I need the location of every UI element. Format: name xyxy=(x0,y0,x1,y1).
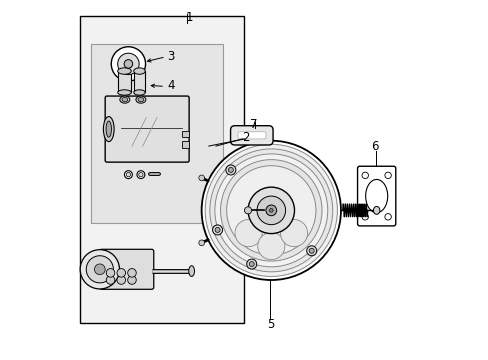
Ellipse shape xyxy=(120,96,130,103)
Circle shape xyxy=(214,154,327,267)
Circle shape xyxy=(117,276,125,284)
Text: 7: 7 xyxy=(249,118,257,131)
Circle shape xyxy=(257,233,285,260)
Ellipse shape xyxy=(136,96,145,103)
Circle shape xyxy=(212,225,222,235)
Text: 2: 2 xyxy=(242,131,249,144)
Circle shape xyxy=(117,269,125,277)
Text: 1: 1 xyxy=(185,11,192,24)
Text: 3: 3 xyxy=(167,50,175,63)
Circle shape xyxy=(361,172,367,179)
FancyBboxPatch shape xyxy=(99,249,153,289)
Circle shape xyxy=(111,47,145,81)
Circle shape xyxy=(257,196,285,225)
Ellipse shape xyxy=(118,90,131,95)
Ellipse shape xyxy=(134,90,145,95)
Circle shape xyxy=(220,159,322,261)
Circle shape xyxy=(205,144,337,276)
Circle shape xyxy=(199,175,204,181)
Circle shape xyxy=(308,248,314,253)
Ellipse shape xyxy=(138,98,143,102)
Circle shape xyxy=(106,269,115,277)
Circle shape xyxy=(225,165,235,175)
Circle shape xyxy=(86,256,113,283)
Circle shape xyxy=(201,141,340,280)
Circle shape xyxy=(80,249,119,289)
Ellipse shape xyxy=(134,68,145,74)
Circle shape xyxy=(244,207,251,214)
Ellipse shape xyxy=(373,206,379,214)
Text: 4: 4 xyxy=(167,79,175,92)
Circle shape xyxy=(209,149,332,272)
Ellipse shape xyxy=(122,98,127,102)
Circle shape xyxy=(106,276,115,284)
Circle shape xyxy=(269,208,272,212)
Circle shape xyxy=(384,172,390,179)
Circle shape xyxy=(94,264,105,275)
Bar xyxy=(182,141,189,148)
FancyBboxPatch shape xyxy=(238,132,265,139)
Ellipse shape xyxy=(126,172,130,177)
Circle shape xyxy=(124,60,132,68)
Bar xyxy=(134,71,145,93)
Ellipse shape xyxy=(188,266,194,276)
Ellipse shape xyxy=(139,172,143,177)
Bar xyxy=(80,16,244,323)
Ellipse shape xyxy=(137,171,144,179)
FancyBboxPatch shape xyxy=(105,96,189,162)
Text: 6: 6 xyxy=(370,140,378,153)
Circle shape xyxy=(246,259,256,269)
Circle shape xyxy=(247,187,294,234)
Ellipse shape xyxy=(365,180,387,213)
Circle shape xyxy=(127,269,136,277)
Circle shape xyxy=(118,53,139,75)
Bar xyxy=(91,44,223,223)
Circle shape xyxy=(361,213,367,220)
Ellipse shape xyxy=(118,68,131,74)
Ellipse shape xyxy=(106,121,111,137)
Circle shape xyxy=(265,205,276,216)
Circle shape xyxy=(235,220,262,247)
Bar xyxy=(118,71,131,93)
Bar xyxy=(182,131,189,137)
Ellipse shape xyxy=(103,117,114,141)
Circle shape xyxy=(226,166,315,255)
Circle shape xyxy=(215,228,220,233)
Circle shape xyxy=(384,213,390,220)
Circle shape xyxy=(280,220,307,247)
Text: 5: 5 xyxy=(267,318,274,331)
Ellipse shape xyxy=(124,171,132,179)
FancyBboxPatch shape xyxy=(357,166,395,226)
Circle shape xyxy=(306,246,316,256)
Circle shape xyxy=(228,167,233,172)
Circle shape xyxy=(199,240,204,246)
Circle shape xyxy=(249,262,254,266)
FancyBboxPatch shape xyxy=(230,126,272,145)
Circle shape xyxy=(127,276,136,284)
